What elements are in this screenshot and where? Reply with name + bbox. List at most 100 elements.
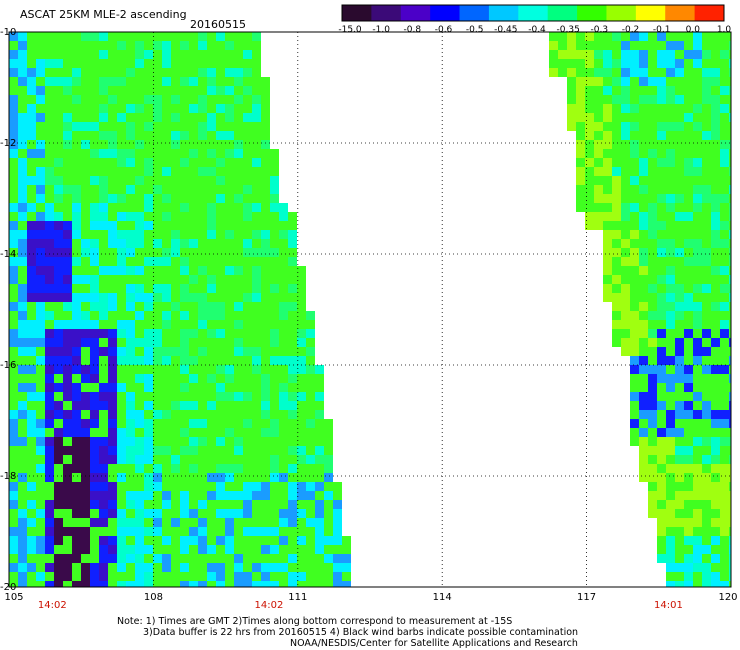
swath-cell: [180, 581, 189, 587]
swath-cell: [171, 122, 180, 131]
swath-cell: [684, 59, 693, 68]
swath-cell: [189, 167, 198, 176]
swath-cell: [72, 554, 81, 563]
swath-cell: [666, 338, 675, 347]
swath-cell: [684, 212, 693, 221]
swath-cell: [675, 365, 684, 374]
swath-cell: [54, 50, 63, 59]
swath-cell: [153, 86, 162, 95]
swath-cell: [54, 104, 63, 113]
swath-cell: [648, 158, 657, 167]
swath-cell: [198, 185, 207, 194]
swath-cell: [27, 338, 36, 347]
swath-cell: [279, 428, 288, 437]
swath-cell: [180, 104, 189, 113]
swath-cell: [90, 239, 99, 248]
swath-cell: [54, 221, 63, 230]
swath-cell: [648, 248, 657, 257]
swath-cell: [675, 518, 684, 527]
swath-cell: [720, 86, 729, 95]
swath-cell: [648, 392, 657, 401]
swath-cell: [45, 536, 54, 545]
swath-cell: [162, 572, 171, 581]
swath-cell: [657, 464, 666, 473]
swath-cell: [90, 167, 99, 176]
swath-cell: [27, 50, 36, 59]
swath-cell: [279, 491, 288, 500]
swath-cell: [9, 527, 18, 536]
swath-cell: [594, 95, 603, 104]
swath-cell: [306, 518, 315, 527]
swath-cell: [252, 482, 261, 491]
swath-cell: [108, 374, 117, 383]
swath-cell: [261, 356, 270, 365]
swath-cell: [297, 500, 306, 509]
swath-cell: [648, 203, 657, 212]
swath-cell: [315, 527, 324, 536]
swath-cell: [234, 437, 243, 446]
swath-cell: [81, 500, 90, 509]
swath-cell: [333, 581, 342, 587]
swath-cell: [198, 509, 207, 518]
swath-cell: [252, 257, 261, 266]
swath-cell: [711, 410, 720, 419]
swath-cell: [711, 392, 720, 401]
swath-cell: [144, 482, 153, 491]
swath-cell: [108, 212, 117, 221]
swath-cell: [108, 104, 117, 113]
swath-cell: [288, 581, 297, 587]
swath-cell: [108, 302, 117, 311]
swath-cell: [18, 536, 27, 545]
swath-cell: [315, 491, 324, 500]
swath-cell: [702, 275, 711, 284]
swath-cell: [639, 257, 648, 266]
swath-cell: [180, 257, 189, 266]
swath-cell: [234, 131, 243, 140]
swath-cell: [36, 140, 45, 149]
swath-cell: [162, 437, 171, 446]
swath-cell: [162, 518, 171, 527]
swath-cell: [630, 419, 639, 428]
swath-cell: [270, 320, 279, 329]
swath-cell: [54, 500, 63, 509]
swath-cell: [225, 212, 234, 221]
swath-cell: [135, 86, 144, 95]
swath-cell: [252, 563, 261, 572]
swath-cell: [711, 131, 720, 140]
swath-cell: [693, 194, 702, 203]
swath-cell: [243, 473, 252, 482]
swath-cell: [18, 221, 27, 230]
swath-cell: [81, 554, 90, 563]
swath-cell: [162, 554, 171, 563]
swath-cell: [198, 554, 207, 563]
swath-cell: [72, 221, 81, 230]
swath-cell: [234, 509, 243, 518]
swath-cell: [63, 212, 72, 221]
swath-cell: [18, 518, 27, 527]
swath-cell: [675, 302, 684, 311]
swath-cell: [630, 329, 639, 338]
swath-cell: [711, 212, 720, 221]
swath-cell: [153, 464, 162, 473]
swath-cell: [693, 275, 702, 284]
swath-cell: [81, 59, 90, 68]
swath-cell: [234, 491, 243, 500]
swath-cell: [207, 113, 216, 122]
swath-cell: [36, 59, 45, 68]
colorbar-swatch: [665, 5, 696, 21]
swath-cell: [657, 320, 666, 329]
swath-cell: [207, 203, 216, 212]
colorbar-tick-label: -15.0: [338, 25, 362, 35]
swath-cell: [216, 185, 225, 194]
swath-cell: [684, 518, 693, 527]
swath-cell: [279, 347, 288, 356]
swath-cell: [90, 122, 99, 131]
swath-cell: [243, 77, 252, 86]
swath-cell: [657, 302, 666, 311]
swath-cell: [630, 401, 639, 410]
swath-cell: [243, 284, 252, 293]
swath-cell: [36, 41, 45, 50]
swath-cell: [630, 131, 639, 140]
swath-cell: [45, 437, 54, 446]
swath-cell: [666, 401, 675, 410]
